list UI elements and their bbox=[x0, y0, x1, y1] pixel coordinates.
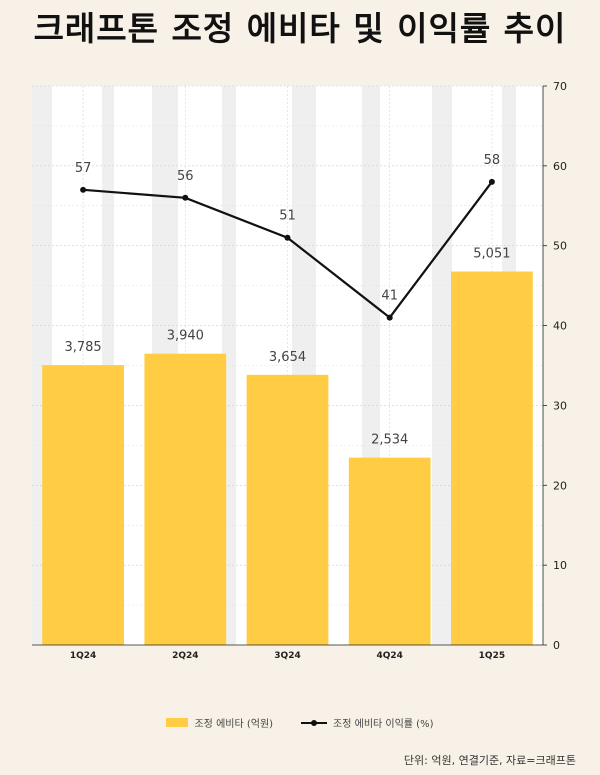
legend-label-margin: 조정 에비타 이익률 (%) bbox=[333, 719, 434, 730]
y-tick-30: 30 bbox=[553, 399, 567, 412]
chart-plot: 3,785 3,940 3,654 2,534 5,051 57 56 51 41 58 1Q2… bbox=[32, 80, 567, 661]
bar-4Q24 bbox=[348, 457, 431, 645]
axes bbox=[32, 86, 544, 646]
legend: 조정 에비타 (억원) 조정 에비타 이익률 (%) bbox=[0, 715, 600, 730]
x-tick-1Q25: 1Q25 bbox=[479, 651, 505, 661]
bar-label-1Q25: 5,051 bbox=[473, 247, 510, 262]
x-tick-3Q24: 3Q24 bbox=[274, 651, 300, 661]
margin-point-1Q24 bbox=[80, 186, 87, 193]
line-data-labels: 57 56 51 41 58 bbox=[75, 153, 500, 304]
y-tick-50: 50 bbox=[553, 240, 567, 253]
bar-label-4Q24: 2,534 bbox=[371, 433, 408, 448]
y-tick-40: 40 bbox=[553, 320, 567, 333]
margin-label-1Q24: 57 bbox=[75, 161, 92, 176]
line-series bbox=[80, 178, 495, 321]
chart-title: 크래프톤 조정 에비타 및 이익률 추이 bbox=[33, 9, 567, 48]
margin-label-4Q24: 41 bbox=[381, 289, 398, 304]
margin-point-3Q24 bbox=[284, 234, 291, 241]
bar-data-labels: 3,785 3,940 3,654 2,534 5,051 bbox=[64, 247, 510, 448]
x-tick-2Q24: 2Q24 bbox=[172, 651, 198, 661]
bar-1Q24 bbox=[42, 365, 124, 645]
x-axis-tick-labels: 1Q24 2Q24 3Q24 4Q24 1Q25 bbox=[70, 651, 505, 661]
x-tick-4Q24: 4Q24 bbox=[376, 651, 402, 661]
y-tick-20: 20 bbox=[553, 479, 567, 492]
x-tick-1Q24: 1Q24 bbox=[70, 651, 96, 661]
margin-label-2Q24: 56 bbox=[177, 169, 194, 184]
margin-point-1Q25 bbox=[488, 178, 495, 185]
margin-point-4Q24 bbox=[386, 314, 393, 321]
y-tick-70: 70 bbox=[553, 80, 567, 93]
margin-label-1Q25: 58 bbox=[484, 153, 501, 168]
y-tick-60: 60 bbox=[553, 160, 567, 173]
bar-1Q25 bbox=[451, 271, 533, 645]
y-tick-0: 0 bbox=[553, 639, 560, 652]
legend-swatch-line bbox=[301, 718, 328, 728]
margin-label-3Q24: 51 bbox=[279, 209, 296, 224]
legend-swatch-bar bbox=[166, 718, 189, 727]
margin-point-2Q24 bbox=[182, 194, 189, 201]
legend-item-margin: 조정 에비타 이익률 (%) bbox=[301, 715, 434, 730]
source-footnote: 단위: 억원, 연결기준, 자료=크래프톤 bbox=[403, 754, 576, 767]
legend-item-ebitda: 조정 에비타 (억원) bbox=[166, 715, 273, 730]
bar-2Q24 bbox=[144, 353, 227, 645]
bar-series bbox=[42, 271, 533, 645]
y-tick-10: 10 bbox=[553, 559, 567, 572]
bar-3Q24 bbox=[246, 374, 329, 645]
legend-label-ebitda: 조정 에비타 (억원) bbox=[194, 719, 274, 730]
y-axis-tick-labels: 0 10 20 30 40 50 60 70 bbox=[543, 80, 567, 652]
bar-label-3Q24: 3,654 bbox=[269, 350, 306, 365]
bar-label-1Q24: 3,785 bbox=[64, 340, 101, 355]
bar-label-2Q24: 3,940 bbox=[167, 329, 204, 344]
